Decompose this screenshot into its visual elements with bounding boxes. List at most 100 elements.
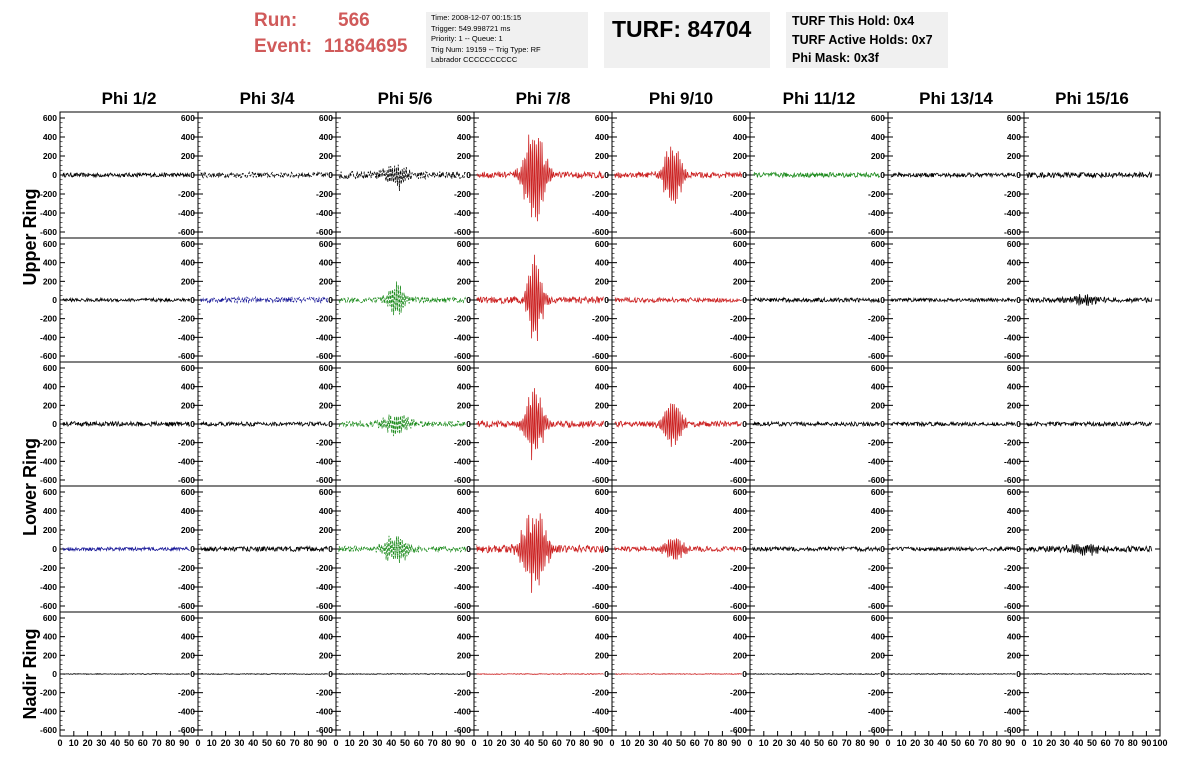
y-tick-label: 200: [319, 400, 333, 410]
y-tick-label: 600: [1007, 363, 1021, 373]
x-tick-label: 50: [262, 738, 272, 748]
waveform-panel: 600 400 200 0 -200 -400 -600: [592, 111, 751, 239]
y-tick-label: -200: [730, 189, 747, 199]
waveform-panel: 600 400 200 0 -200 -400 -600: [868, 237, 1025, 363]
column-title: Phi 15/16: [1055, 89, 1129, 108]
y-tick-label: 600: [733, 487, 747, 497]
x-tick-label: 90: [869, 738, 879, 748]
y-tick-label: 400: [595, 506, 609, 516]
y-tick-label: 400: [871, 258, 885, 268]
run-value: 566: [338, 10, 370, 31]
y-tick-label: -400: [730, 456, 747, 466]
y-tick-label: -400: [1004, 582, 1021, 592]
y-tick-label: -600: [40, 725, 57, 735]
panel-frame: [611, 485, 751, 613]
waveform-trace: [200, 171, 329, 179]
y-tick-label: -200: [1004, 688, 1021, 698]
y-tick-label: -600: [730, 601, 747, 611]
y-tick-label: -400: [592, 332, 609, 342]
waveform-trace: [200, 420, 328, 428]
turf-this-hold: TURF This Hold: 0x4: [792, 14, 915, 28]
x-tick-label: 70: [566, 738, 576, 748]
y-tick-label: 400: [181, 506, 195, 516]
y-tick-label: 600: [43, 363, 57, 373]
waveform-trace: [476, 673, 604, 675]
waveform-panel: 600 400 200 0 -200 -400 -600: [40, 485, 199, 613]
y-tick-label: 600: [595, 113, 609, 123]
y-tick-label: 0: [52, 295, 57, 305]
x-tick-label: 50: [1087, 738, 1097, 748]
y-tick-label: -400: [868, 706, 885, 716]
y-tick-label: 200: [457, 525, 471, 535]
y-tick-label: 600: [43, 487, 57, 497]
y-tick-label: 600: [319, 363, 333, 373]
y-tick-label: -400: [1004, 332, 1021, 342]
x-tick-label: 0: [1021, 738, 1026, 748]
column-title: Phi 3/4: [240, 89, 295, 108]
y-tick-label: -600: [868, 227, 885, 237]
info-trig-num: Trig Num: 19159 -- Trig Type: RF: [431, 44, 541, 54]
y-tick-label: 400: [319, 506, 333, 516]
y-tick-label: -400: [178, 456, 195, 466]
x-tick-label: 0: [885, 738, 890, 748]
x-tick-label: 30: [510, 738, 520, 748]
y-tick-label: 0: [880, 170, 885, 180]
y-tick-label: 200: [457, 151, 471, 161]
y-tick-label: 200: [595, 400, 609, 410]
y-tick-label: 200: [319, 276, 333, 286]
x-tick-label: 60: [1101, 738, 1111, 748]
y-tick-label: 200: [181, 525, 195, 535]
waveform-trace: [752, 420, 881, 428]
waveform-trace: [338, 281, 467, 316]
x-tick-label: 100: [1152, 738, 1167, 748]
y-tick-label: 0: [190, 295, 195, 305]
y-tick-label: -600: [868, 601, 885, 611]
waveform-panel: 600 400 200 0 -200 -400 -600: [40, 237, 199, 363]
y-tick-label: 600: [871, 487, 885, 497]
y-tick-label: 600: [733, 113, 747, 123]
y-tick-label: -200: [868, 189, 885, 199]
y-tick-label: -400: [316, 208, 333, 218]
info-labrador: Labrador CCCCCCCCCC: [431, 55, 518, 64]
x-tick-label: 90: [1005, 738, 1015, 748]
y-tick-label: 200: [1007, 400, 1021, 410]
y-tick-label: 400: [1007, 506, 1021, 516]
x-tick-label: 60: [828, 738, 838, 748]
x-tick-label: 20: [497, 738, 507, 748]
turf-number: TURF: 84704: [612, 16, 752, 42]
x-tick-label: 30: [372, 738, 382, 748]
y-tick-label: 400: [1007, 258, 1021, 268]
x-tick-label: 50: [400, 738, 410, 748]
waveform-trace: [614, 672, 743, 675]
y-tick-label: 600: [733, 239, 747, 249]
x-tick-label: 80: [717, 738, 727, 748]
y-tick-label: -200: [316, 688, 333, 698]
y-tick-label: 200: [181, 151, 195, 161]
x-tick-label: 50: [124, 738, 134, 748]
y-tick-label: -200: [316, 189, 333, 199]
y-tick-label: 400: [457, 506, 471, 516]
y-tick-label: 200: [595, 650, 609, 660]
y-tick-label: -400: [316, 706, 333, 716]
y-tick-label: 200: [1007, 276, 1021, 286]
y-tick-label: -400: [454, 208, 471, 218]
y-tick-label: 600: [181, 363, 195, 373]
waveform-panel: 600 400 200 0 -200 -400 -600: [730, 237, 889, 363]
y-tick-label: -600: [40, 475, 57, 485]
column-title: Phi 9/10: [649, 89, 713, 108]
y-tick-label: 400: [1007, 382, 1021, 392]
waveform-trace: [476, 254, 604, 342]
y-tick-label: 200: [457, 276, 471, 286]
y-tick-label: 400: [871, 506, 885, 516]
y-tick-label: 0: [742, 170, 747, 180]
y-tick-label: 200: [43, 400, 57, 410]
y-tick-label: 400: [181, 132, 195, 142]
y-tick-label: 200: [733, 525, 747, 535]
x-tick-label: 80: [303, 738, 313, 748]
x-tick-label: 80: [441, 738, 451, 748]
y-tick-label: -400: [178, 706, 195, 716]
waveform-trace: [62, 420, 191, 428]
x-tick-label: 40: [248, 738, 258, 748]
